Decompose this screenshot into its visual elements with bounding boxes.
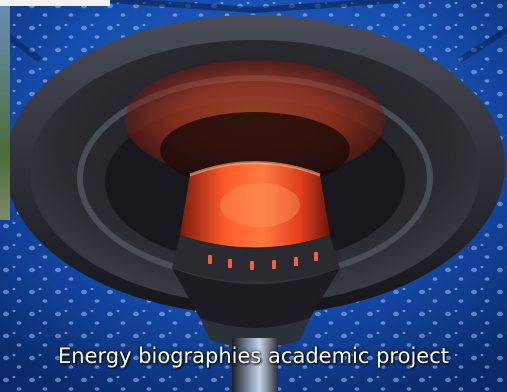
caption: Energy biographies academic project [58, 344, 449, 368]
top-strip [0, 0, 110, 6]
landscape-inset [0, 0, 10, 220]
